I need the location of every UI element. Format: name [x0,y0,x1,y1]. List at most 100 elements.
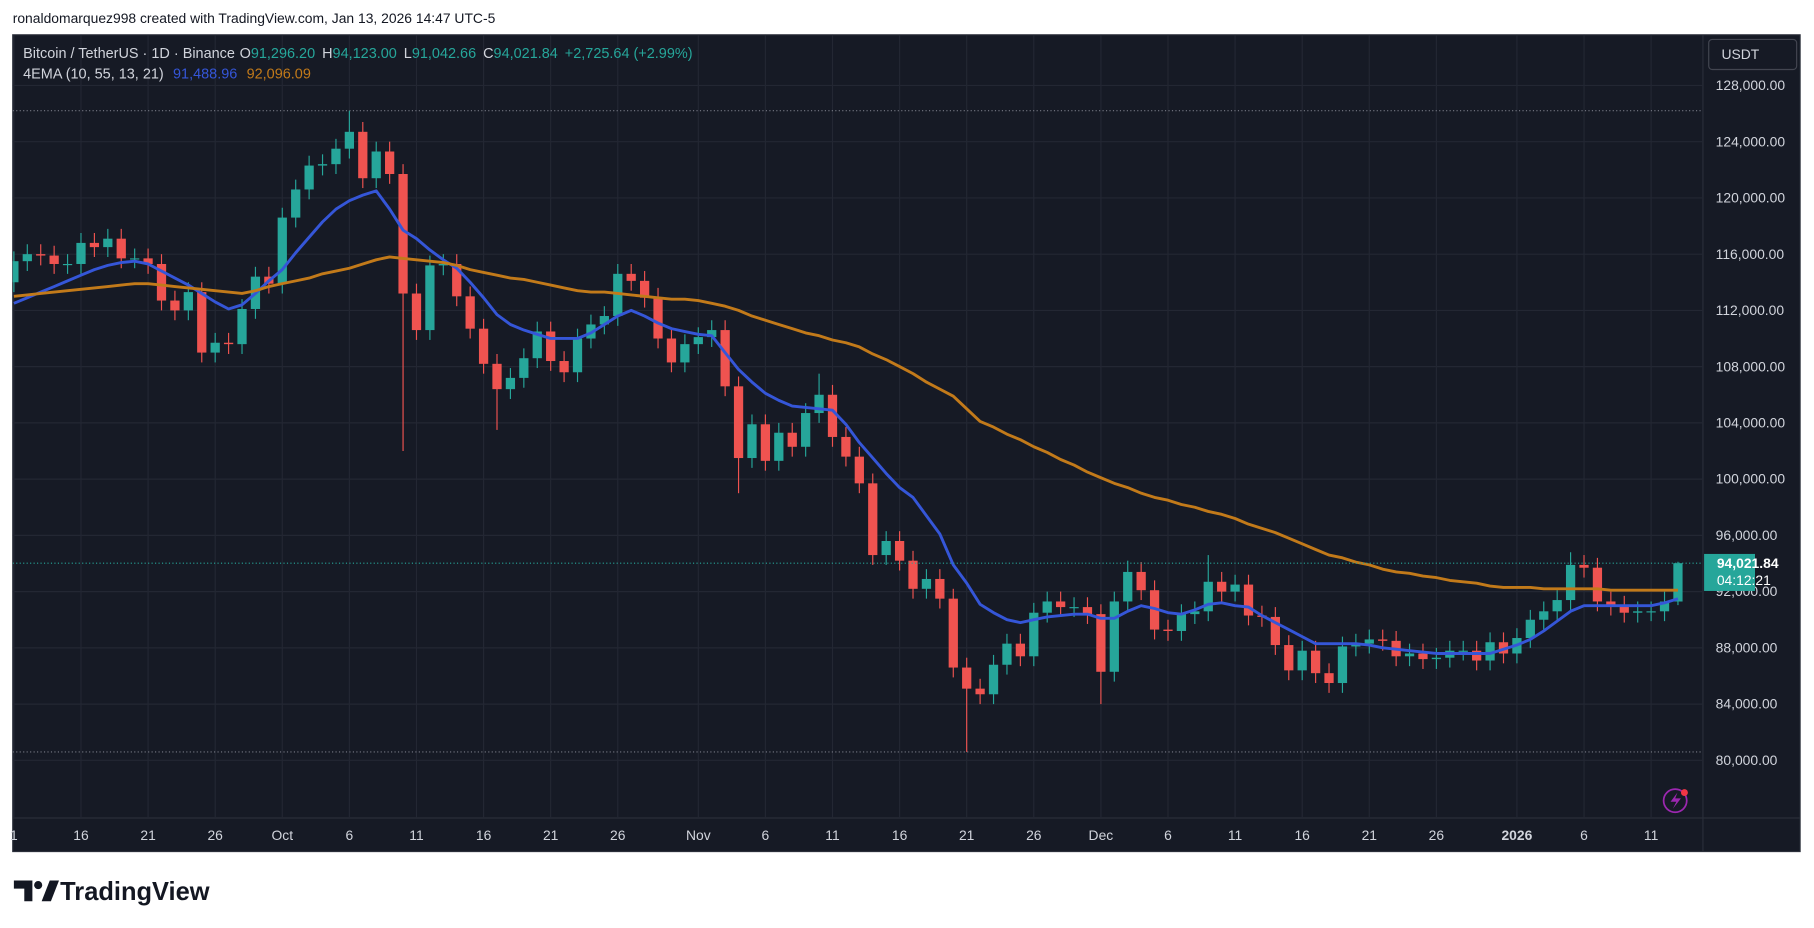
ohlc-value: 91,042.66 [412,46,476,62]
candle-body [666,338,677,363]
x-tick-label: 11 [409,827,424,843]
candle-body [1525,619,1535,639]
candle-body [1404,653,1415,657]
x-tick-label: 11 [1228,827,1243,843]
candle-body [277,217,287,284]
candle-body [317,164,328,166]
candle-body [693,337,703,345]
indicator-value: 92,096.09 [247,67,311,83]
brand-logo [13,880,60,902]
candle-body [1633,611,1643,613]
attribution: ronaldomarquez998 created with TradingVi… [13,10,496,26]
candle-body [411,293,422,331]
countdown: 04:12:21 [1717,572,1771,588]
candle-body [546,331,556,362]
y-tick-label: 100,000.00 [1716,471,1786,487]
candle-body [465,296,475,329]
x-tick-label: 26 [1026,827,1042,843]
candle-body [1297,650,1307,671]
alert-bolt[interactable] [1670,792,1681,809]
candle-body [1619,605,1629,613]
candle-body [1176,614,1187,631]
x-tick-label: Oct [271,827,293,843]
candle-body [1458,650,1468,652]
alert-icon[interactable] [1662,788,1688,814]
candle-body [452,263,462,297]
candle-body [438,263,448,266]
candle-body [1579,564,1589,568]
candle-body [1659,601,1670,612]
candle-body [62,263,73,266]
candle-body [747,424,757,459]
x-tick-label: 21 [140,827,156,843]
x-tick-label: Nov [686,827,711,843]
candle-body [1418,653,1428,660]
y-tick-label: 124,000.00 [1716,133,1786,149]
x-tick-label: 16 [73,827,89,843]
candle-body [801,413,811,447]
y-tick-label: 84,000.00 [1716,696,1778,712]
alert-dot[interactable] [1680,789,1688,797]
candle-body [210,342,220,353]
candle-body [331,148,341,165]
x-tick-label: 11 [825,827,840,843]
y-tick-label: 116,000.00 [1716,246,1785,262]
x-tick-label: 6 [1164,827,1172,843]
x-tick-label: 26 [610,827,626,843]
candle-body [814,394,824,414]
candle-body [130,258,140,260]
candle-body [156,263,167,301]
currency-button[interactable] [1708,38,1798,71]
candle-body [425,265,435,331]
symbol-legend: Bitcoin / TetherUS · 1D · Binance O91,296… [23,46,692,62]
x-tick-label: 1 [10,827,18,843]
candle-body [1163,629,1173,631]
candle-body [1042,601,1052,613]
candle-body [1310,650,1321,674]
x-tick-label: 6 [762,827,770,843]
change: +2,725.64 (+2.99%) [565,46,693,62]
candle-body [385,151,395,175]
candle-body [935,578,945,599]
candle-body [223,342,234,345]
chart-background [12,34,1801,853]
currency-label[interactable]: USDT [1721,46,1759,62]
candle-body [1270,616,1280,646]
candle-body [1230,584,1240,592]
candle-body [1096,614,1106,672]
y-tick-label: 104,000.00 [1716,415,1786,431]
candle-body [707,330,717,338]
candle-body [492,363,502,390]
candle-body [532,331,542,359]
x-tick-label: 6 [346,827,354,843]
logo-mark [13,880,33,902]
candle-body [1029,612,1039,657]
candle-body [1565,564,1576,601]
candle-body [89,242,100,248]
ohlc-value: 94,021.84 [494,46,558,62]
candle-body [680,344,690,363]
x-tick-label: Dec [1089,827,1114,843]
candle-body [1217,581,1227,592]
candle-body [1069,607,1079,609]
candle-body [36,254,46,256]
candle-body [639,280,650,298]
candle-body [572,338,583,373]
candle-body [894,541,905,561]
candle-body [22,254,32,262]
candle-body [519,358,529,378]
candle-body [733,386,744,459]
indicator-value: 91,488.96 [173,67,237,83]
candle-body [1592,567,1603,602]
ohlc-value: 91,296.20 [251,46,315,62]
candle-body [1472,650,1482,661]
candle-body [398,174,408,294]
x-tick-label: 6 [1580,827,1588,843]
candle-body [344,131,355,149]
candle-body [1002,643,1012,665]
logo-dot [34,881,43,890]
x-tick-label: 21 [959,827,975,843]
candle-body [1203,581,1213,612]
alert-circle[interactable] [1662,788,1688,814]
